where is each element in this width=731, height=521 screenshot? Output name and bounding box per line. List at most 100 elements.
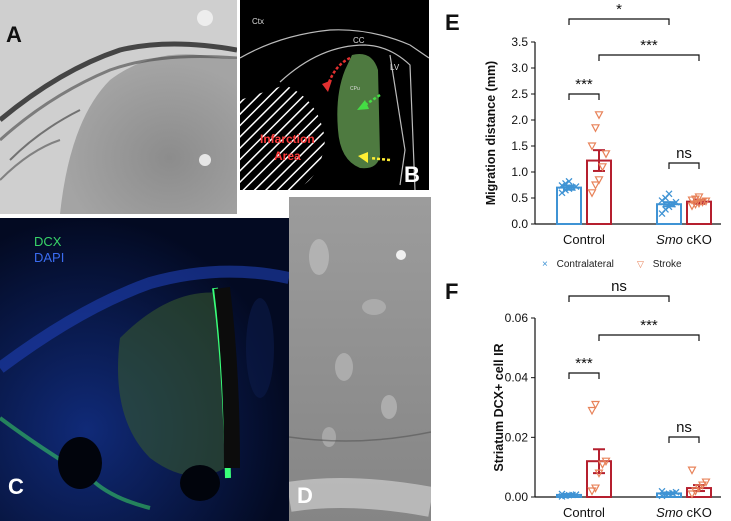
legend-triangle-marker-icon: ▽ [637, 259, 644, 269]
y-tick-label: 3.0 [511, 61, 528, 75]
data-point-contralateral [658, 487, 666, 495]
data-point-stroke [601, 150, 611, 159]
striatum-region [337, 54, 380, 169]
panel-b-diagram: Ctx CC LV CPu Infarction Area [240, 17, 429, 190]
sig-control-within-label: *** [575, 355, 593, 372]
panel-e-chart: E 0.0 0.5 1.0 1.5 2.0 2.5 3.0 3.5 Migration dist… [431, 0, 731, 268]
panel-label-a: A [6, 22, 22, 47]
legend-x-marker-icon: × [542, 259, 548, 270]
data-point-stroke [694, 193, 704, 202]
legend-label-stroke: Stroke [652, 259, 682, 270]
sig-control-within-bracket [568, 372, 600, 379]
legend-item-stroke: ▽ Stroke [637, 259, 682, 270]
data-point-contralateral [558, 182, 566, 189]
sig-contralateral-between-bracket [568, 295, 670, 302]
data-point-contralateral [558, 490, 566, 498]
stain-label-dapi: DAPI [34, 250, 65, 265]
data-point-stroke [590, 400, 601, 410]
y-tick-label: 0.00 [505, 490, 529, 504]
sig-stroke-between-label: *** [640, 317, 658, 334]
data-point-contralateral [572, 183, 580, 191]
label-cpu: CPu [350, 86, 360, 92]
panel-b-schematic: Ctx CC LV CPu Infarction Area B [240, 0, 429, 190]
data-point-stroke [697, 481, 708, 490]
sig-stroke-between-bracket [598, 54, 700, 61]
panel-label-f: F [445, 279, 459, 304]
infarction-label-line2: Area [274, 149, 301, 163]
dcx-cell-ir-chart: 0.00 0.02 0.04 0.06 Striatum DCX+ cell IR Con… [492, 278, 721, 520]
panel-label-d: D [297, 483, 313, 508]
red-arrowhead-icon [322, 80, 332, 92]
cortex-boundary [240, 29, 429, 59]
data-point-contralateral [672, 488, 680, 496]
y-tick-label: 0.02 [505, 430, 529, 444]
data-point-stroke [594, 469, 604, 478]
legend-item-contralateral: × Contralateral [542, 259, 614, 270]
data-point-stroke [601, 457, 611, 466]
sig-control-within-label: *** [575, 76, 593, 93]
data-point-contralateral [565, 177, 573, 185]
data-point-stroke [587, 406, 597, 416]
yellow-arrowhead-icon [358, 152, 368, 163]
data-point-stroke [587, 189, 597, 198]
ventricle-boundary [389, 54, 406, 186]
panel-f-chart: F 0.00 0.02 0.04 0.06 Striatum DCX+ cell IR C… [431, 275, 731, 521]
y-tick-label: 0.04 [505, 371, 529, 385]
sig-control-within-bracket [568, 93, 600, 100]
data-point-stroke [687, 466, 697, 475]
data-point-contralateral [669, 200, 676, 208]
y-tick-label: 1.0 [511, 165, 528, 179]
data-point-stroke [587, 142, 597, 151]
corpus-callosum-boundary [279, 44, 416, 190]
label-cc: CC [353, 36, 365, 45]
green-migration-arrow [364, 93, 381, 107]
bar-stroke [686, 200, 712, 225]
migration-distance-chart: 0.0 0.5 1.0 1.5 2.0 2.5 3.0 3.5 Migration distan… [484, 1, 721, 247]
label-lv: LV [390, 63, 400, 72]
sig-stroke-between-bracket [598, 334, 700, 341]
data-point-stroke [590, 484, 601, 493]
data-point-stroke [701, 197, 711, 206]
data-point-stroke [597, 460, 608, 469]
data-point-contralateral [665, 190, 673, 198]
panel-label-e: E [445, 10, 460, 35]
panel-d-micrograph: D [289, 197, 431, 521]
sig-contralateral-between-label: * [616, 1, 622, 18]
sig-contralateral-between-label: ns [611, 278, 627, 295]
y-tick-label: 0.0 [511, 217, 528, 231]
data-point-stroke [690, 195, 701, 204]
data-point-stroke [590, 181, 601, 190]
infarction-label-line1: Infarction [260, 132, 315, 146]
legend: × Contralateral ▽ Stroke [537, 259, 731, 273]
data-point-stroke [690, 487, 701, 496]
data-point-stroke [590, 124, 601, 133]
x-tick-label: Control [563, 232, 605, 247]
data-point-contralateral [572, 491, 580, 499]
panel-a-image [0, 0, 237, 214]
y-tick-label: 0.06 [505, 311, 529, 325]
yellow-migration-arrow [369, 156, 391, 162]
green-arrowhead-icon [357, 100, 369, 110]
sig-smo-within-bracket [668, 162, 700, 169]
data-point-contralateral [562, 179, 569, 187]
y-tick-label: 0.5 [511, 191, 528, 205]
y-tick-label: 2.0 [511, 113, 528, 127]
bar-contralateral [556, 186, 582, 226]
y-tick-label: 1.5 [511, 139, 528, 153]
sig-smo-within-label: ns [676, 145, 692, 162]
sig-smo-within-bracket [668, 436, 700, 443]
y-tick-label: 2.5 [511, 87, 528, 101]
panel-c-fluorescence: DCX DAPI C [0, 218, 289, 521]
panel-label-c: C [8, 474, 24, 499]
data-point-stroke [597, 163, 608, 172]
x-tick-label: Control [563, 505, 605, 520]
data-point-stroke [694, 484, 704, 493]
panel-c-image [0, 218, 289, 521]
infarction-area [240, 85, 325, 190]
legend-label-contralateral: Contralateral [556, 259, 614, 270]
sig-contralateral-between-bracket [568, 18, 670, 25]
data-point-stroke [587, 487, 597, 496]
data-point-stroke [594, 176, 604, 185]
data-point-contralateral [672, 198, 680, 206]
x-tick-label: Smo cKO [656, 232, 712, 247]
